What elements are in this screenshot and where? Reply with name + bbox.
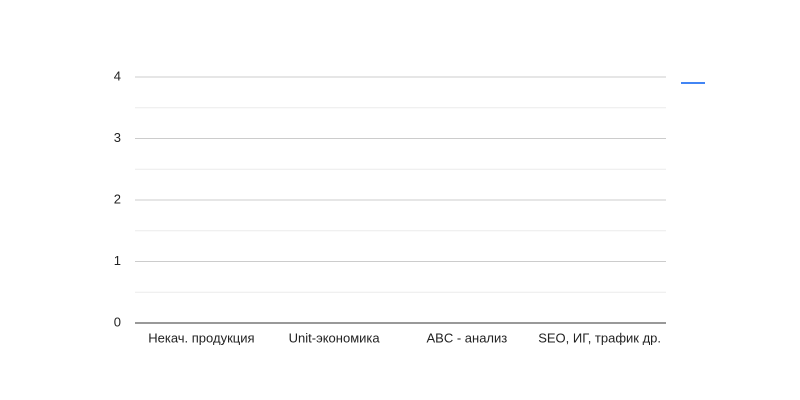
y-tick-label: 1: [114, 253, 121, 268]
y-tick-label: 3: [114, 130, 121, 145]
x-tick-label: SEO, ИГ, трафик др.: [538, 330, 661, 345]
y-tick-label: 2: [114, 191, 121, 206]
x-tick-label: Некач. продукция: [148, 330, 254, 345]
y-tick-label: 0: [114, 314, 121, 329]
x-tick-label: ABC - анализ: [427, 330, 508, 345]
x-tick-label: Unit-экономика: [289, 330, 381, 345]
y-tick-label: 4: [114, 68, 121, 83]
